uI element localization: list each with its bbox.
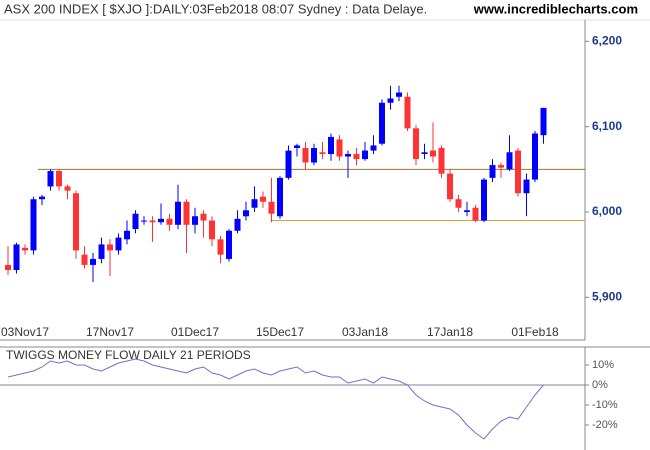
candle-body [455, 199, 462, 208]
candle-body [30, 199, 37, 251]
candle-body [141, 220, 147, 222]
candle-body [13, 244, 20, 271]
candle-body [302, 148, 309, 163]
candle-body [396, 92, 402, 97]
source: www.incrediblecharts.com [473, 1, 638, 16]
candle-body [532, 133, 538, 180]
candle-body [353, 153, 360, 160]
y-tick-label: -10% [592, 399, 618, 411]
candle-body [209, 220, 215, 240]
candle-body [370, 145, 377, 151]
candle-body [515, 150, 521, 194]
x-tick-label: 01Feb18 [511, 325, 559, 339]
candle-body [226, 230, 232, 259]
candle-body [166, 218, 173, 225]
candle-body [149, 220, 156, 223]
y-tick-label: 0% [592, 379, 608, 391]
candle-body [362, 150, 368, 160]
candle-body [115, 237, 122, 251]
x-tick-label: 01Dec17 [171, 325, 219, 339]
x-tick-label: 17Nov17 [86, 325, 134, 339]
money-flow-line [7, 358, 544, 440]
candle-body [387, 98, 394, 103]
candle-body [540, 107, 547, 136]
indicator-title: TWIGGS MONEY FLOW DAILY 21 PERIODS [6, 348, 251, 362]
candle-body [39, 196, 45, 200]
candle-body [64, 186, 71, 191]
y-tick-label: 5,900 [592, 290, 622, 304]
candle-body [73, 193, 79, 251]
candle-body [277, 177, 283, 217]
candle-body [345, 153, 351, 157]
candle-body [285, 150, 292, 178]
chart-title: ASX 200 INDEX [ $XJO ]:DAILY:03Feb2018 0… [4, 1, 427, 16]
candle-body [413, 128, 419, 160]
candle-body [200, 213, 207, 221]
y-tick-label: 10% [592, 359, 614, 371]
candle-body [472, 207, 479, 221]
candle-body [481, 179, 487, 221]
candle-body [56, 171, 62, 187]
candle-body [311, 148, 317, 163]
y-tick-label: 6,100 [592, 119, 622, 133]
candle-body [98, 244, 105, 259]
candle-body [319, 152, 326, 154]
candle-body [328, 136, 334, 154]
candle-body [294, 145, 300, 148]
candle-body [217, 239, 224, 255]
candle-body [183, 201, 190, 225]
candle-body [438, 148, 445, 174]
candle-body [243, 210, 249, 217]
candle-body [107, 244, 113, 251]
candle-body [268, 201, 275, 214]
y-tick-label: -20% [592, 419, 618, 431]
candle-body [192, 216, 198, 225]
candle-body [251, 199, 258, 208]
candle-body [336, 139, 343, 157]
candle-body [132, 213, 139, 230]
candle-body [5, 264, 11, 271]
candle-body [523, 179, 530, 194]
candle-body [124, 230, 130, 240]
candle-body [81, 254, 88, 265]
candle-body [175, 201, 181, 225]
y-tick-label: 6,000 [592, 204, 622, 218]
x-tick-label: 03Jan18 [342, 325, 388, 339]
candle-body [464, 210, 470, 212]
candle-body [404, 96, 411, 129]
candle-body [158, 218, 164, 223]
candle-body [447, 173, 453, 200]
candle-body [47, 171, 54, 187]
candle-body [421, 152, 428, 154]
y-tick-label: 6,200 [592, 34, 622, 48]
candle-body [506, 152, 513, 170]
candle-body [260, 196, 266, 202]
x-tick-label: 03Nov17 [1, 325, 49, 339]
x-tick-label: 15Dec17 [256, 325, 304, 339]
candle-body [234, 218, 241, 231]
candle-body [90, 258, 96, 265]
candle-body [379, 102, 385, 144]
x-tick-label: 17Jan18 [427, 325, 473, 339]
candle-body [489, 165, 496, 178]
candle-body [498, 165, 504, 168]
candle-body [430, 150, 436, 157]
candle-body [22, 247, 28, 251]
